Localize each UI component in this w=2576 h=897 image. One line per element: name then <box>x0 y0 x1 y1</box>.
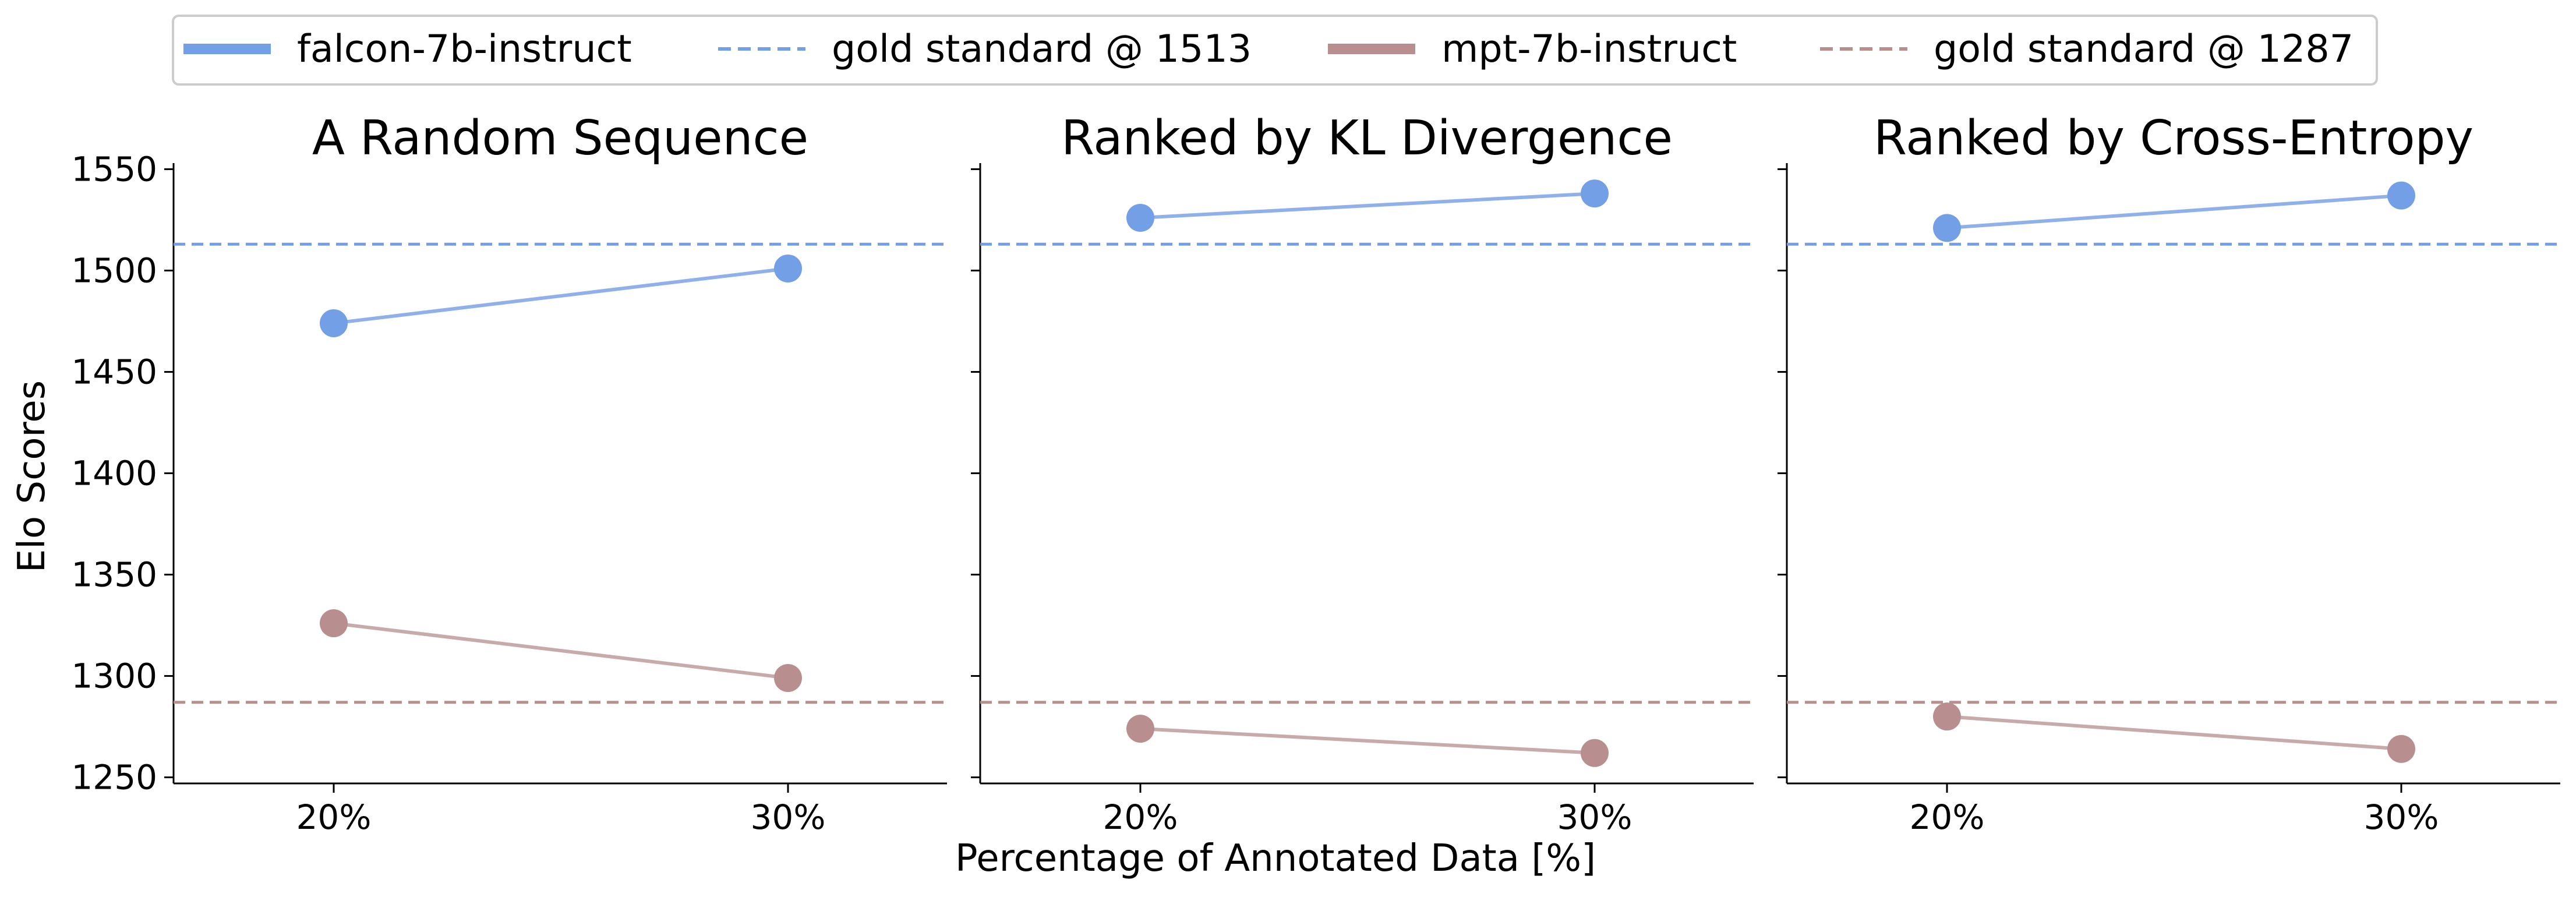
panel-1: A Random Sequence 1250 1300 1350 1400 1450 150… <box>71 111 947 837</box>
panels: A Random Sequence 1250 1300 1350 1400 1450 150… <box>71 111 2560 837</box>
data-point-2-2 <box>1581 739 1609 767</box>
series-line-2 <box>1140 727 1595 755</box>
x-tick-label: 30% <box>2364 797 2439 837</box>
data-point-1-1 <box>1126 203 1154 232</box>
x-tick-label: 30% <box>1557 797 1632 837</box>
legend-label-4: gold standard @ 1287 <box>1934 27 2354 71</box>
panel-title: A Random Sequence <box>312 111 808 166</box>
y-tick-label: 1300 <box>71 656 157 696</box>
panel-title: Ranked by KL Divergence <box>1061 111 1673 166</box>
panel-3: Ranked by Cross-Entropy 20% 30% <box>1778 111 2560 837</box>
data-point-1-1 <box>1933 214 1961 242</box>
x-tick-label: 20% <box>1103 797 1178 837</box>
series-line-2 <box>333 621 789 680</box>
legend-label-2: gold standard @ 1513 <box>832 27 1252 71</box>
y-tick-label: 1350 <box>71 555 157 595</box>
series-line-1 <box>1946 193 2402 230</box>
y-tick-label: 1450 <box>71 352 157 391</box>
data-point-2-1 <box>1126 715 1154 743</box>
panel-title: Ranked by Cross-Entropy <box>1874 111 2473 166</box>
panel-2: Ranked by KL Divergence 20% 30% <box>971 111 1754 837</box>
x-tick-label: 30% <box>751 797 826 837</box>
y-tick-label: 1400 <box>71 454 157 493</box>
x-tick-label: 20% <box>296 797 372 837</box>
series-line-1 <box>1140 192 1595 220</box>
data-point-2-2 <box>774 664 802 693</box>
legend-frame <box>172 15 2378 86</box>
data-point-2-1 <box>1933 702 1961 731</box>
series-line-1 <box>333 267 789 325</box>
x-axis-label: Percentage of Annotated Data [%] <box>955 837 1596 880</box>
data-point-1-2 <box>774 254 802 282</box>
data-point-2-2 <box>2387 734 2415 763</box>
data-point-1-2 <box>1581 179 1609 208</box>
data-point-1-1 <box>320 309 348 337</box>
legend: falcon-7b-instruct gold standard @ 1513 mp… <box>172 15 2378 86</box>
legend-label-3: mpt-7b-instruct <box>1441 27 1737 71</box>
legend-label-1: falcon-7b-instruct <box>297 27 632 71</box>
y-axis-label: Elo Scores <box>10 380 54 573</box>
y-tick-label: 1550 <box>71 149 157 189</box>
x-tick-label: 20% <box>1910 797 1985 837</box>
series-line-2 <box>1946 715 2402 751</box>
y-tick-label: 1500 <box>71 250 157 290</box>
data-point-2-1 <box>320 609 348 638</box>
data-point-1-2 <box>2387 181 2415 210</box>
y-tick-label: 1250 <box>71 758 157 797</box>
